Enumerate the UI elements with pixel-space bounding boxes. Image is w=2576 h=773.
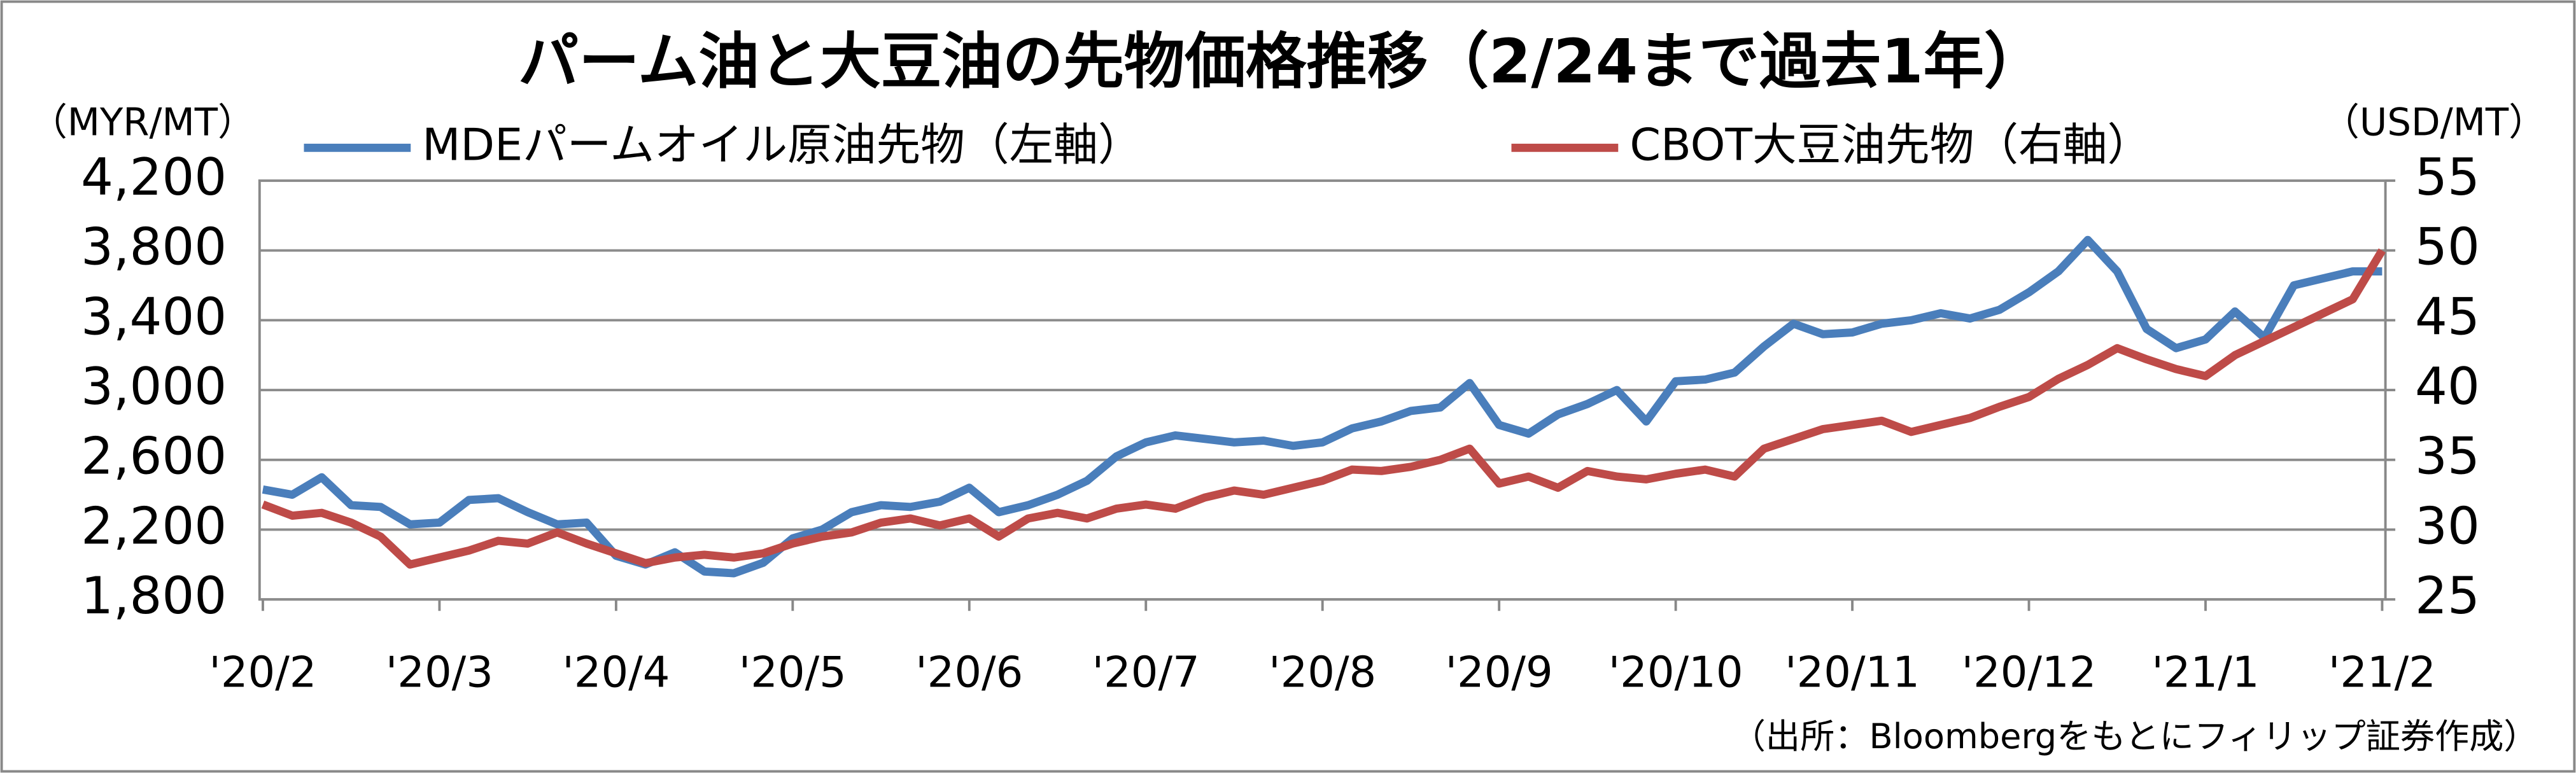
y-tick-label: 4,200 [81, 148, 227, 207]
series-line [261, 248, 2386, 569]
legend-label: MDEパームオイル原油先物（左軸） [422, 119, 1142, 171]
x-tick-label: '20/6 [915, 647, 1023, 697]
y-tick-label: 3,000 [81, 357, 227, 416]
x-tick-label: '20/7 [1092, 647, 1200, 697]
x-tick-label: '20/4 [562, 647, 670, 697]
y-tick-label: 3,800 [81, 218, 227, 277]
y2-tick-label: 25 [2415, 566, 2480, 625]
x-tick-label: '20/12 [1962, 647, 2097, 697]
y2-tick-label: 55 [2415, 148, 2480, 207]
x-tick-label: '20/10 [1608, 647, 1743, 697]
y-tick-label: 2,200 [81, 496, 227, 555]
x-tick-label: '20/3 [386, 647, 493, 697]
y-tick-label: 2,600 [81, 427, 227, 486]
x-tick-label: '20/2 [209, 647, 316, 697]
y-axis-unit: （MYR/MT） [29, 100, 255, 144]
y2-axis-unit: （USD/MT） [2322, 100, 2547, 144]
x-tick-label: '21/1 [2151, 647, 2259, 697]
y2-tick-label: 35 [2415, 427, 2480, 486]
y-tick-label: 3,400 [81, 287, 227, 346]
legend-label: CBOT大豆油先物（右軸） [1629, 119, 2151, 171]
source-note: （出所：Bloombergをもとにフィリップ証券作成） [1731, 716, 2538, 756]
y2-tick-label: 50 [2415, 218, 2480, 277]
y2-tick-label: 45 [2415, 287, 2480, 346]
y2-tick-label: 40 [2415, 357, 2480, 416]
x-tick-label: '21/2 [2328, 647, 2436, 697]
y-tick-label: 1,800 [81, 566, 227, 625]
x-tick-label: '20/9 [1446, 647, 1553, 697]
chart-title: パーム油と大豆油の先物価格推移（2/24まで過去1年） [518, 26, 2045, 97]
x-tick-label: '20/11 [1785, 647, 1920, 697]
x-tick-label: '20/5 [739, 647, 847, 697]
y2-tick-label: 30 [2415, 496, 2480, 555]
x-tick-label: '20/8 [1269, 647, 1376, 697]
